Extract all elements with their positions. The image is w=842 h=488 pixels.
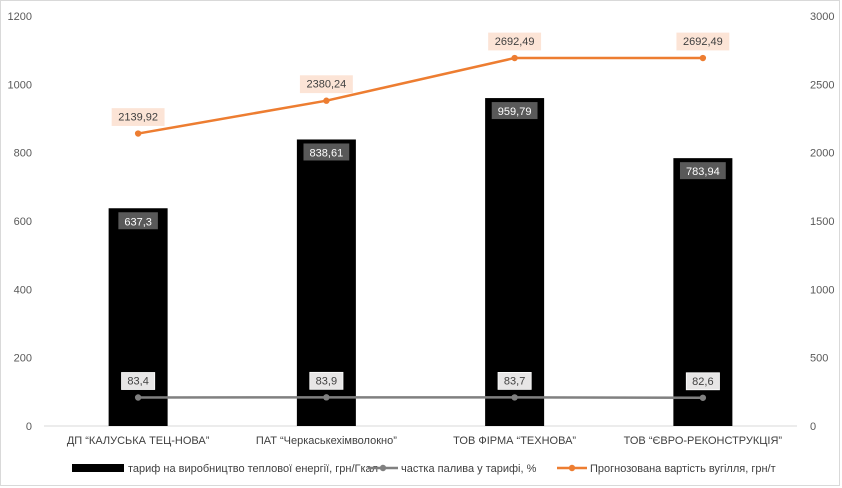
y-left-tick-label: 1000	[8, 79, 32, 91]
bar-data-label-box	[679, 162, 726, 180]
y-right-tick-label: 1500	[810, 216, 834, 228]
legend-marker-fuel-share	[379, 464, 387, 472]
bar	[108, 208, 168, 426]
y-right-tick-label: 3000	[810, 11, 834, 23]
coal-price-line-data-label: 2692,49	[683, 36, 723, 48]
bar-data-label-box	[118, 212, 158, 230]
bar-data-label: 783,94	[686, 166, 720, 178]
fuel-share-line-data-label-box	[685, 372, 720, 391]
fuel-share-line-data-label: 82,6	[692, 376, 713, 388]
legend-label-bar: тариф на виробництво теплової енергії, г…	[128, 463, 378, 475]
fuel-share-marker	[699, 394, 707, 401]
coal-price-marker	[134, 130, 142, 137]
fuel-share-marker	[323, 394, 330, 401]
bar-data-label: 838,61	[310, 147, 344, 159]
y-left-tick-label: 0	[26, 421, 32, 433]
y-left-tick-label: 400	[14, 284, 32, 296]
y-right-tick-label: 1000	[810, 284, 834, 296]
x-category-label: ПАТ “Черкаськехімволокно”	[256, 435, 397, 447]
coal-price-marker	[323, 97, 330, 104]
bar	[485, 98, 545, 426]
x-category-label: ДП “КАЛУСЬКА ТЕЦ-НОВА”	[67, 435, 210, 447]
bar-data-label: 959,79	[498, 106, 532, 118]
y-left-tick-label: 600	[14, 216, 32, 228]
fuel-share-line-data-label: 83,9	[316, 375, 337, 387]
fuel-share-line-data-label-box	[497, 372, 532, 390]
legend-swatch-bar	[72, 464, 124, 472]
legend-marker-coal-price	[568, 464, 576, 472]
legend-label-fuel-share: частка палива у тарифі, %	[401, 463, 537, 475]
fuel-share-line-data-label: 83,4	[127, 376, 148, 388]
y-left-tick-label: 800	[14, 148, 32, 160]
y-right-tick-label: 2000	[810, 148, 834, 160]
fuel-share-marker	[134, 394, 142, 401]
y-right-tick-label: 500	[810, 353, 828, 365]
legend-label-coal-price: Прогнозована вартість вугілля, грн/т	[590, 463, 776, 475]
coal-price-line-data-label: 2139,92	[118, 112, 158, 124]
coal-price-line-data-label-box	[488, 32, 542, 51]
bar-data-label: 637,3	[124, 216, 152, 228]
coal-price-marker	[699, 54, 707, 62]
y-left-tick-label: 1200	[8, 11, 32, 23]
x-category-label: ТОВ “ЄВРО-РЕКОНСТРУКЦІЯ”	[624, 435, 783, 447]
coal-price-line-data-label: 2692,49	[495, 36, 535, 48]
fuel-share-marker	[511, 394, 518, 401]
coal-price-line	[137, 56, 703, 135]
x-category-label: ТОВ ФІРМА “ТЕХНОВА”	[453, 435, 576, 447]
y-left-tick-label: 200	[14, 353, 32, 365]
fuel-share-line-data-label-box	[121, 372, 156, 390]
bar-data-label-box	[491, 102, 538, 120]
coal-price-line-data-label-box	[676, 32, 730, 51]
coal-price-line-data-label: 2380,24	[306, 79, 346, 91]
fuel-share-line-data-label-box	[309, 371, 344, 390]
coal-price-line-data-label-box	[299, 75, 353, 94]
coal-price-line-data-label-box	[111, 108, 165, 126]
bar-data-label-box	[303, 143, 350, 161]
y-right-tick-label: 0	[810, 421, 816, 433]
y-right-tick-label: 2500	[810, 79, 834, 91]
fuel-share-line-data-label: 83,7	[504, 375, 525, 387]
coal-price-marker	[511, 54, 518, 62]
